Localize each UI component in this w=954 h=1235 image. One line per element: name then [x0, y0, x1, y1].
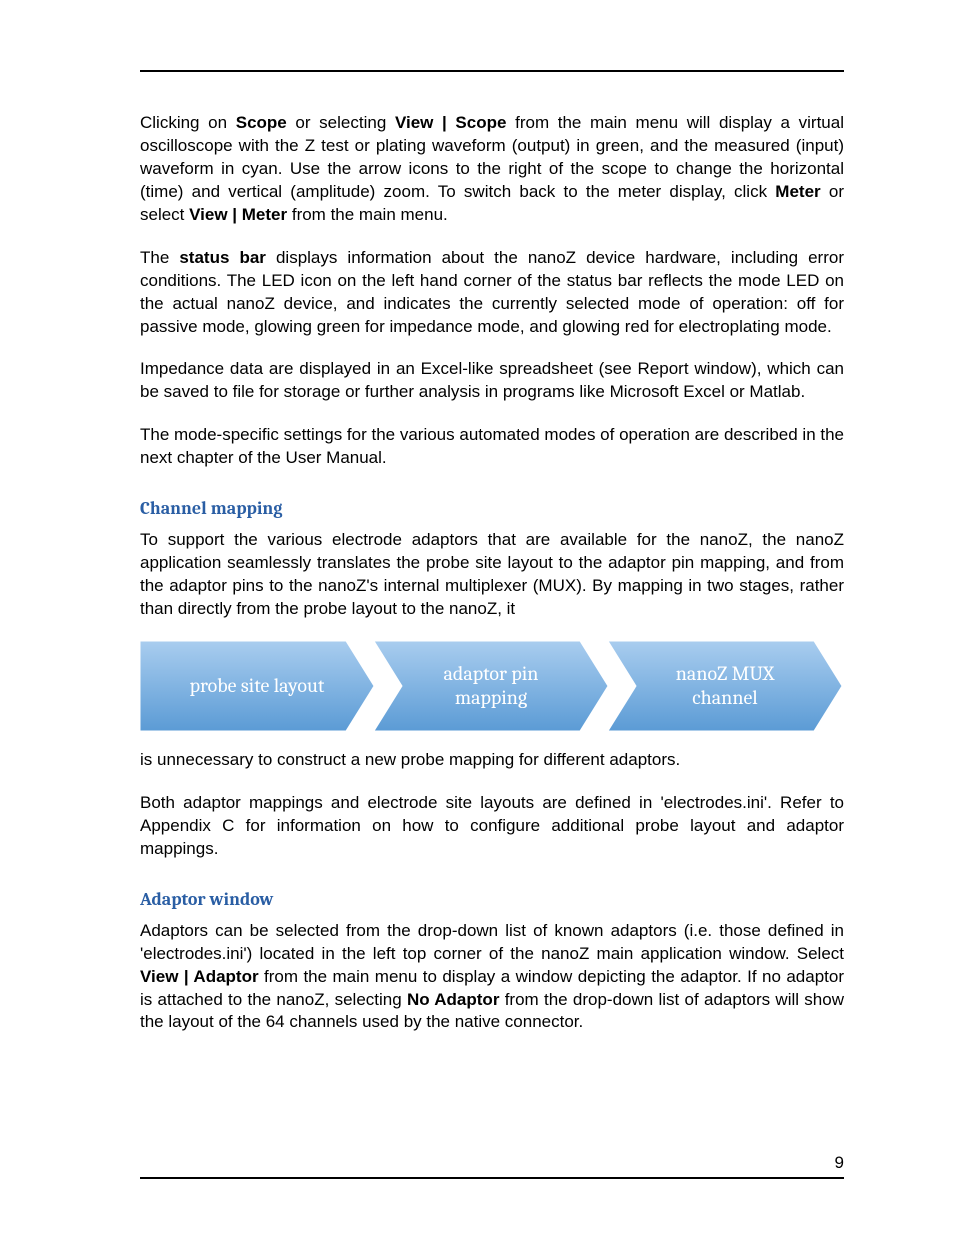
bottom-rule	[140, 1177, 844, 1179]
text: Clicking on	[140, 113, 236, 132]
flow-node-label: adaptor pinmapping	[424, 662, 559, 710]
scope-bold: Scope	[236, 113, 287, 132]
paragraph-mode-settings: The mode-specific settings for the vario…	[140, 424, 844, 470]
view-scope-bold: View | Scope	[395, 113, 507, 132]
paragraph-channel-mapping-a: To support the various electrode adaptor…	[140, 529, 844, 621]
page-number: 9	[835, 1153, 844, 1173]
flow-node-n2: adaptor pinmapping	[374, 641, 608, 731]
paragraph-channel-mapping-b: is unnecessary to construct a new probe …	[140, 749, 844, 772]
text: or selecting	[287, 113, 395, 132]
view-adaptor-bold: View | Adaptor	[140, 967, 259, 986]
text: from the main menu.	[287, 205, 448, 224]
view-meter-bold: View | Meter	[189, 205, 287, 224]
mapping-flow-diagram: probe site layout adaptor pinmapping nanoZ…	[140, 641, 844, 731]
heading-adaptor-window: Adaptor window	[140, 889, 844, 910]
heading-channel-mapping: Channel mapping	[140, 498, 844, 519]
flow-node-label: probe site layout	[170, 674, 345, 698]
paragraph-scope: Clicking on Scope or selecting View | Sc…	[140, 112, 844, 227]
meter-bold: Meter	[775, 182, 820, 201]
paragraph-impedance: Impedance data are displayed in an Excel…	[140, 358, 844, 404]
text: The	[140, 248, 179, 267]
flow-node-n3: nanoZ MUXchannel	[608, 641, 842, 731]
no-adaptor-bold: No Adaptor	[407, 990, 499, 1009]
top-rule	[140, 70, 844, 72]
paragraph-status-bar: The status bar displays information abou…	[140, 247, 844, 339]
flow-node-n1: probe site layout	[140, 641, 374, 731]
paragraph-adaptor-window: Adaptors can be selected from the drop-d…	[140, 920, 844, 1035]
flow-node-label: nanoZ MUXchannel	[656, 662, 794, 710]
page: Clicking on Scope or selecting View | Sc…	[0, 0, 954, 1235]
text: Adaptors can be selected from the drop-d…	[140, 921, 844, 963]
paragraph-electrodes-ini: Both adaptor mappings and electrode site…	[140, 792, 844, 861]
status-bar-bold: status bar	[179, 248, 266, 267]
